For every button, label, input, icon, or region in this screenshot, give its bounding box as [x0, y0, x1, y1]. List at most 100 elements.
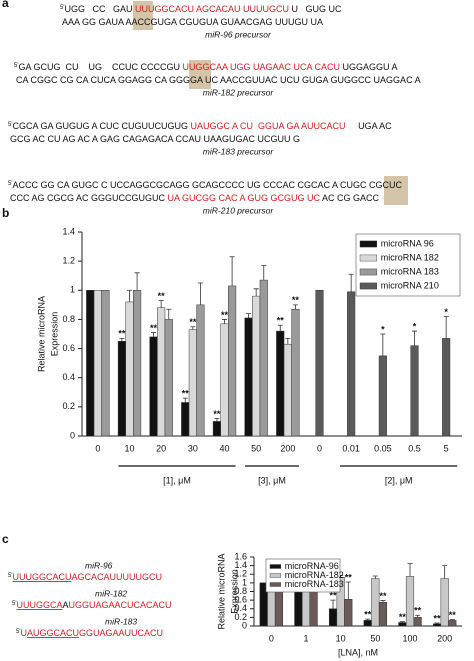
- sequence-segment: UGGUAGAACUCACACU: [69, 600, 172, 610]
- significance-mark: **: [189, 317, 197, 327]
- sequence-segment: UUUGGCACU AGCACAU UUUUGCU: [135, 4, 289, 14]
- significance-mark: **: [449, 610, 457, 620]
- y-tick-label: 1.4: [234, 560, 247, 570]
- y-tick-label: 0: [242, 620, 247, 630]
- sequence-segment: UA GUCGG CAC A GUG GCGUG UC: [168, 193, 321, 203]
- x-tick-label: 10: [336, 633, 346, 643]
- y-tick-label: 0.8: [62, 314, 75, 324]
- bar: [378, 355, 387, 437]
- y-tick-label: 0.2: [62, 401, 75, 411]
- significance-mark: **: [213, 409, 221, 419]
- significance-mark: **: [434, 613, 442, 623]
- mirna-label: miR-183: [105, 616, 137, 626]
- precursor-label: miR-210 precursor: [203, 205, 275, 215]
- x-tick-label: 200: [437, 633, 452, 643]
- sequence-segment: AAA GG GAUA AACCGUGA CGUGUA GUAACGAG UUU…: [62, 17, 323, 27]
- bar: [315, 290, 324, 437]
- y-tick-label: 1.2: [234, 569, 247, 579]
- error-bar: [127, 289, 132, 302]
- x-tick-label: 0.01: [342, 443, 360, 453]
- bar: [276, 330, 285, 437]
- x-tick-label: 0.05: [374, 443, 392, 453]
- significance-mark: **: [379, 591, 387, 601]
- error-bar: [380, 600, 386, 603]
- sequence-segment: ACCC GG CA GUGC C UCCAGGCGCAGG GCAGCCCC …: [12, 180, 402, 190]
- error-bar: [261, 265, 267, 281]
- y-tick-label: 0.2: [234, 612, 247, 622]
- x-tick-label: 0: [317, 443, 322, 453]
- sequence-line: 5'GA GCUG CU UG CCUC CCCCGU UUGGCAA UGG …: [14, 62, 398, 72]
- sequence-segment: AC CG GACC: [320, 193, 380, 203]
- bar: [244, 317, 253, 437]
- x-tick-label: 10: [124, 443, 134, 453]
- precursor-label: miR-183 precursor: [203, 146, 275, 156]
- bar: [93, 290, 102, 437]
- sequence-segment: UUUGGCA: [16, 600, 62, 610]
- precursor-label: miR-96 precursor: [205, 29, 272, 39]
- bar: [405, 576, 415, 627]
- error-bar: [158, 300, 164, 308]
- five-prime: 5': [14, 63, 18, 69]
- panel-label: a: [2, 0, 9, 10]
- y-tick-label: 0.6: [62, 343, 75, 353]
- y-tick-label: 0: [70, 430, 75, 440]
- error-bar: [449, 619, 455, 621]
- x-tick-label: 50: [370, 633, 380, 643]
- bar: [413, 617, 422, 627]
- legend-swatch: [359, 240, 377, 248]
- legend-swatch: [359, 254, 377, 262]
- sequence-line: AAA GG GAUA AACCGUGA CGUGUA GUAACGAG UUU…: [62, 17, 323, 27]
- sequence-segment: CGCA GA GUGUG A CUC CUGUUCUGUG: [12, 121, 190, 131]
- error-bar: [253, 288, 259, 297]
- five-prime: 5': [8, 122, 12, 128]
- legend-label: microRNA 96: [381, 238, 434, 248]
- bar: [432, 623, 442, 627]
- five-prime: 5': [12, 601, 16, 607]
- highlight-box: [189, 60, 211, 89]
- error-bar: [190, 326, 196, 330]
- sequence-line: 5'UAUGGCACUGGUAGAAUUCACU: [16, 628, 163, 638]
- error-bar: [330, 599, 336, 609]
- sequence-segment: GCG AC CU AG AC A GAG CAGAGACA CCAU UAAG…: [10, 134, 300, 144]
- bar: [188, 329, 197, 437]
- bar: [442, 338, 451, 437]
- error-bar: [119, 337, 125, 342]
- sequence-line: CA CGGC CG CA CUCA GGAGG CA GGGGA UC AAC…: [16, 75, 421, 85]
- y-tick-label: 0.4: [234, 603, 247, 613]
- bar: [164, 319, 173, 437]
- sequence-line: 5'CGCA GA GUGUG A CUC CUGUUCUGUG UAUGGC …: [8, 121, 392, 131]
- bar: [291, 308, 300, 437]
- sequence-segment: U GUG UC: [289, 4, 342, 14]
- bar: [157, 307, 166, 437]
- y-axis-label: Relative microRNA: [216, 553, 226, 629]
- significance-mark: **: [345, 572, 353, 582]
- significance-mark: **: [182, 388, 190, 398]
- sequence-segment: UUUGGCACU: [12, 572, 71, 582]
- y-tick-label: 0.8: [234, 586, 247, 596]
- x-tick-label: 0.5: [408, 443, 421, 453]
- y-axis-label: Relative microRNA: [36, 296, 46, 372]
- significance-mark: *: [444, 307, 448, 317]
- bar: [398, 622, 407, 627]
- bar: [212, 421, 221, 437]
- significance-mark: *: [413, 321, 417, 331]
- x-axis-label: [LNA], nM: [338, 647, 378, 657]
- bar: [220, 323, 229, 437]
- x-tick-label: 5: [444, 443, 449, 453]
- x-tick-label: 40: [219, 443, 229, 453]
- significance-mark: **: [158, 291, 166, 301]
- significance-mark: **: [414, 606, 422, 616]
- bar: [283, 343, 292, 437]
- bar: [252, 295, 261, 437]
- sequence-segment: UGG CC GAU: [64, 4, 135, 14]
- y-tick-label: 1.2: [62, 256, 75, 266]
- highlight-box: [384, 176, 408, 205]
- error-bar: [380, 333, 386, 356]
- sequence-segment: UGGAGGU A: [340, 62, 398, 72]
- significance-mark: **: [221, 310, 229, 320]
- sequence-segment: CCC AG CGCG AC GGGUCCGUGUC: [10, 193, 168, 203]
- legend-label: microRNA-182: [285, 570, 344, 580]
- y-tick-label: 0.6: [234, 595, 247, 605]
- error-bar: [292, 304, 298, 310]
